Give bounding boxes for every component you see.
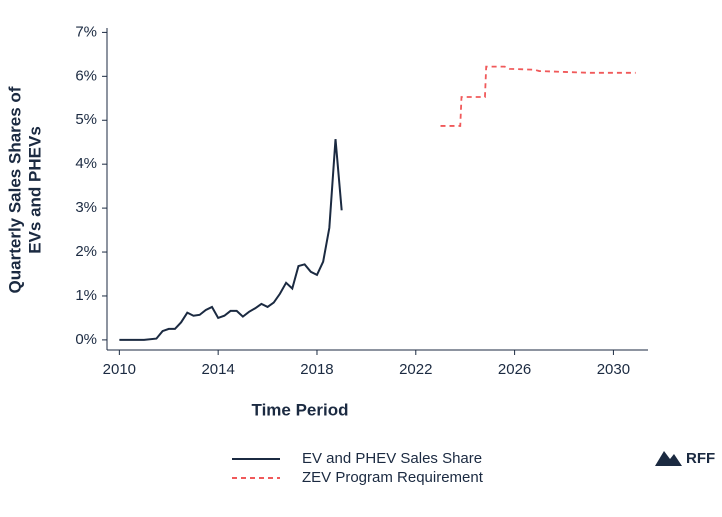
- x-tick-label: 2022: [399, 361, 432, 378]
- y-tick-label: 3%: [75, 199, 97, 216]
- x-tick-label: 2018: [300, 361, 333, 378]
- x-tick-label: 2026: [498, 361, 531, 378]
- x-axis-label: Time Period: [252, 400, 349, 419]
- x-tick-label: 2014: [201, 361, 234, 378]
- legend-label: EV and PHEV Sales Share: [302, 450, 482, 467]
- y-axis-label-line: Quarterly Sales Shares of: [5, 86, 24, 293]
- y-tick-label: 1%: [75, 287, 97, 304]
- y-tick-label: 2%: [75, 243, 97, 260]
- y-axis-label: Quarterly Sales Shares of EVs and PHEVs: [5, 86, 44, 293]
- y-tick-label: 6%: [75, 67, 97, 84]
- series-line: [440, 65, 636, 127]
- x-tick-label: 2030: [597, 361, 630, 378]
- legend-label: ZEV Program Requirement: [302, 469, 484, 486]
- x-tick-label: 2010: [103, 361, 136, 378]
- series-line: [119, 139, 343, 341]
- y-tick-label: 7%: [75, 23, 97, 40]
- brand-logo-icon: [655, 451, 682, 466]
- brand-logo: RFF: [686, 450, 715, 467]
- y-tick-label: 0%: [75, 331, 97, 348]
- y-tick-label: 5%: [75, 111, 97, 128]
- y-axis-label-line: EVs and PHEVs: [25, 126, 44, 254]
- y-tick-label: 4%: [75, 155, 97, 172]
